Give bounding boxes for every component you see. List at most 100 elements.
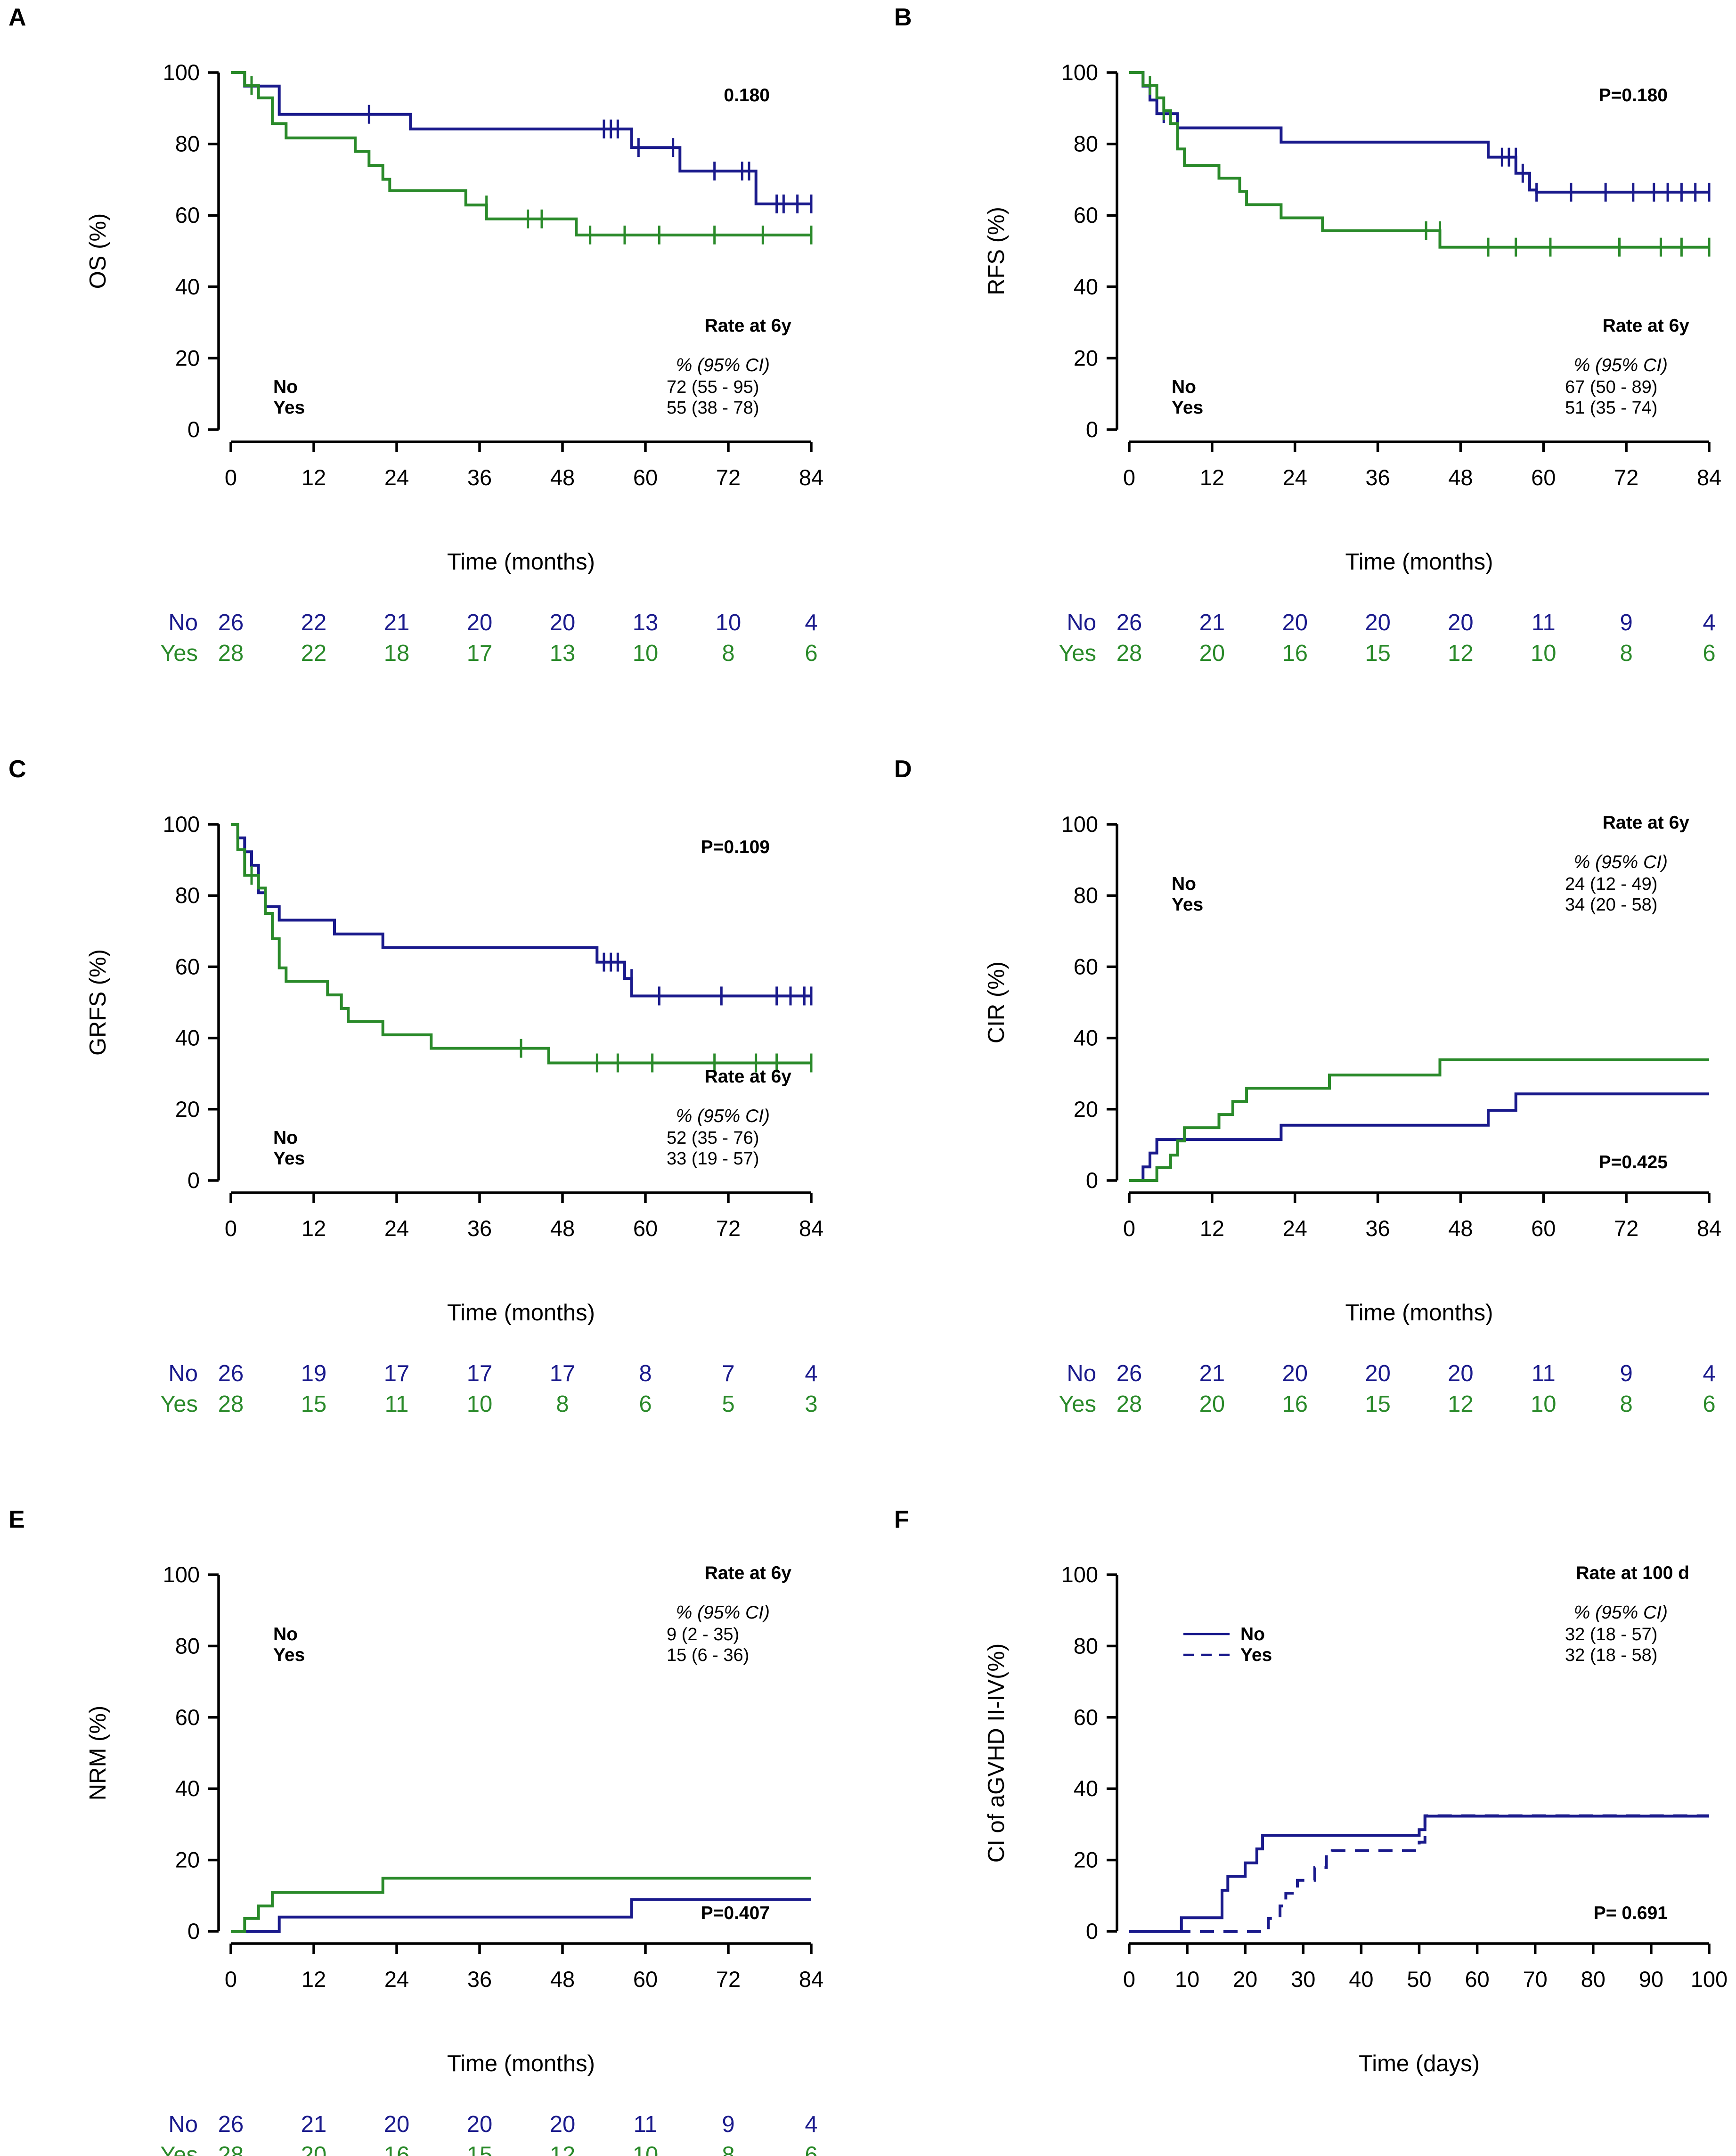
series-line-no (231, 1898, 811, 1933)
legend-label-yes: Yes (1240, 1645, 1272, 1665)
rate-title: Rate at 6y (705, 316, 792, 336)
risk-count-no: 17 (467, 1361, 493, 1386)
y-tick-label: 20 (175, 345, 200, 370)
series-yes (1129, 1058, 1709, 1182)
risk-count-no: 26 (1117, 610, 1142, 635)
rate-title: Rate at 100 d (1576, 1563, 1689, 1583)
risk-count-no: 26 (218, 610, 244, 635)
risk-count-no: 11 (1532, 610, 1556, 635)
rate-subtitle: % (95% CI) (1574, 852, 1668, 872)
series-line-no (1129, 1814, 1709, 1933)
risk-count-no: 21 (384, 610, 410, 635)
risk-table: No Yes 26 22 21 20 20 13 10 4 28 22 18 17 13 10 8 6 (160, 610, 818, 666)
y-tick-label: 20 (1074, 1847, 1098, 1872)
rate-value-no: 67 (50 - 89) (1565, 377, 1657, 397)
y-axis-label: GRFS (%) (85, 949, 111, 1056)
y-axis-label: RFS (%) (984, 207, 1009, 295)
risk-count-yes: 10 (633, 2142, 659, 2156)
x-tick-label: 60 (633, 1216, 658, 1241)
risk-count-yes: 12 (1448, 1391, 1474, 1417)
series-no (1129, 1092, 1709, 1182)
risk-count-no: 20 (1282, 1361, 1308, 1386)
risk-count-no: 9 (1620, 1361, 1633, 1386)
y-axis-label: CI of aGVHD II-IV(%) (984, 1643, 1009, 1863)
y-tick-label: 100 (163, 60, 200, 85)
x-tick-label: 60 (633, 465, 658, 490)
risk-count-no: 20 (467, 2112, 493, 2137)
risk-count-no: 21 (1199, 1361, 1225, 1386)
p-value: P=0.109 (701, 837, 770, 857)
y-tick-label: 80 (175, 1633, 200, 1658)
y-tick-label: 60 (175, 203, 200, 228)
rate-value-yes: 34 (20 - 58) (1565, 895, 1657, 915)
risk-count-no: 21 (1199, 610, 1225, 635)
x-tick-label: 0 (1123, 1216, 1135, 1241)
x-tick-label: 48 (1448, 1216, 1473, 1241)
rate-title: Rate at 6y (1603, 316, 1690, 336)
y-tick-label: 80 (1074, 883, 1098, 908)
risk-count-yes: 8 (722, 2142, 734, 2156)
y-tick-label: 40 (175, 1776, 200, 1801)
rate-value-yes: 32 (18 - 58) (1565, 1645, 1657, 1665)
legend-label-yes: Yes (273, 1148, 305, 1169)
risk-label-no: No (1067, 610, 1096, 635)
risk-count-yes: 28 (218, 641, 244, 666)
risk-count-yes: 8 (1620, 641, 1633, 666)
risk-count-no: 17 (550, 1361, 576, 1386)
risk-count-no: 10 (716, 610, 742, 635)
x-tick-label: 36 (1365, 465, 1390, 490)
rate-value-no: 9 (2 - 35) (667, 1625, 739, 1644)
x-tick-label: 36 (1365, 1216, 1390, 1241)
y-tick-label: 0 (1086, 417, 1098, 442)
x-tick-label: 24 (1283, 1216, 1307, 1241)
x-tick-label: 84 (1697, 465, 1721, 490)
risk-count-yes: 15 (301, 1391, 327, 1417)
y-tick-label: 0 (187, 1919, 200, 1944)
x-tick-label: 60 (633, 1967, 658, 1992)
panel-label: F (894, 1506, 909, 1533)
risk-count-no: 13 (633, 610, 659, 635)
panel-label: C (8, 756, 26, 783)
risk-count-no: 11 (634, 2112, 658, 2137)
panel-label: D (894, 756, 912, 783)
y-tick-label: 60 (175, 1705, 200, 1730)
legend-label-yes: Yes (273, 398, 305, 418)
y-axis-label: NRM (%) (85, 1706, 111, 1800)
x-tick-label: 84 (799, 465, 823, 490)
y-tick-label: 100 (1061, 60, 1098, 85)
risk-count-yes: 3 (805, 1391, 817, 1417)
x-tick-label: 72 (1614, 465, 1638, 490)
risk-count-yes: 10 (1531, 641, 1557, 666)
risk-label-yes: Yes (160, 1391, 198, 1417)
x-tick-label: 84 (799, 1967, 823, 1992)
y-tick-label: 0 (1086, 1919, 1098, 1944)
risk-count-no: 20 (550, 610, 576, 635)
risk-count-yes: 28 (1117, 641, 1142, 666)
x-tick-label: 60 (1531, 465, 1556, 490)
legend-label-yes: Yes (1172, 895, 1203, 915)
x-tick-label: 12 (1200, 1216, 1224, 1241)
risk-count-yes: 8 (722, 641, 734, 666)
p-value: P=0.180 (1599, 85, 1668, 106)
series-no (231, 1898, 811, 1933)
x-tick-label: 48 (550, 1216, 575, 1241)
risk-count-yes: 15 (467, 2142, 493, 2156)
x-tick-label: 70 (1523, 1967, 1548, 1992)
risk-count-yes: 18 (384, 641, 410, 666)
risk-table: No Yes 26 21 20 20 20 11 9 4 28 20 16 15 12 10 8 6 (160, 2112, 818, 2156)
risk-count-no: 4 (805, 610, 817, 635)
x-tick-label: 48 (550, 465, 575, 490)
risk-count-no: 9 (722, 2112, 734, 2137)
rate-value-no: 52 (35 - 76) (667, 1128, 759, 1148)
y-tick-label: 100 (163, 1562, 200, 1587)
rate-title: Rate at 6y (1603, 813, 1690, 833)
risk-count-no: 20 (1365, 1361, 1391, 1386)
rate-title: Rate at 6y (705, 1066, 792, 1087)
risk-count-yes: 16 (1282, 1391, 1308, 1417)
x-tick-label: 84 (1697, 1216, 1721, 1241)
risk-count-yes: 28 (218, 1391, 244, 1417)
x-tick-label: 20 (1233, 1967, 1257, 1992)
y-tick-label: 80 (175, 883, 200, 908)
risk-count-no: 20 (1365, 610, 1391, 635)
